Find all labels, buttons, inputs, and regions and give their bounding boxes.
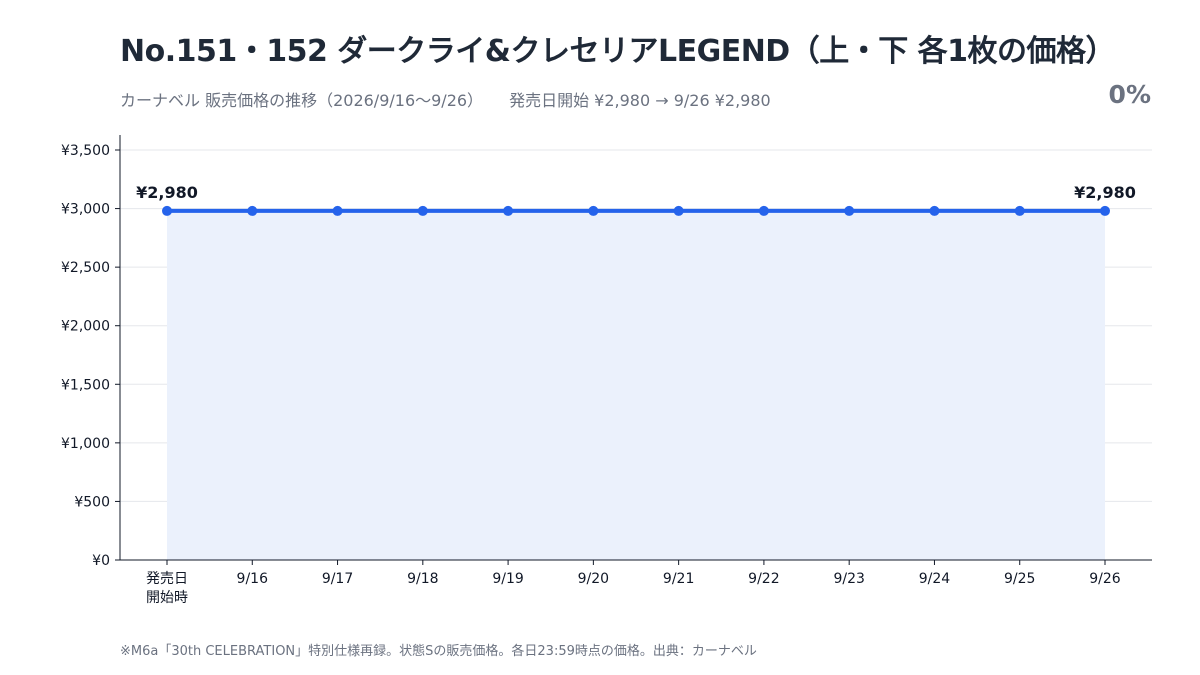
- data-point: [588, 205, 599, 216]
- subtitle-period: カーナベル 販売価格の推移（2026/9/16〜9/26）: [120, 91, 484, 110]
- data-point: [1014, 205, 1025, 216]
- data-point: [247, 205, 258, 216]
- x-tick-label: 9/19: [492, 571, 523, 587]
- x-tick-label: 9/18: [407, 571, 438, 587]
- x-tick-label: 発売日: [146, 571, 188, 587]
- x-tick-label: 9/16: [237, 571, 269, 587]
- data-point: [929, 205, 940, 216]
- data-label: ¥2,980: [1074, 183, 1136, 202]
- price-change-percent: 0%: [1108, 80, 1151, 109]
- x-tick-label: 開始時: [146, 590, 188, 606]
- data-point: [503, 205, 514, 216]
- data-label: ¥2,980: [136, 183, 198, 202]
- y-tick-label: ¥2,000: [61, 319, 110, 335]
- y-tick-label: ¥0: [92, 553, 110, 569]
- y-tick-label: ¥1,500: [61, 377, 110, 393]
- y-tick-label: ¥2,500: [61, 260, 110, 276]
- data-point: [162, 205, 172, 216]
- x-tick-label: 9/21: [663, 571, 694, 587]
- series-area: [167, 210, 1105, 560]
- data-point: [673, 205, 684, 216]
- y-tick-label: ¥1,000: [61, 436, 110, 452]
- data-point: [758, 205, 769, 216]
- data-point: [1100, 205, 1110, 216]
- x-tick-label: 9/23: [833, 571, 864, 587]
- data-point: [417, 205, 428, 216]
- chart-subtitle: カーナベル 販売価格の推移（2026/9/16〜9/26） 発売日開始 ¥2,98…: [120, 87, 771, 111]
- x-tick-label: 9/24: [919, 571, 951, 587]
- x-tick-label: 9/26: [1089, 571, 1121, 587]
- x-tick-label: 9/17: [322, 571, 353, 587]
- y-tick-label: ¥3,500: [61, 143, 110, 159]
- chart-title: No.151・152 ダークライ&クレセリアLEGEND（上・下 各1枚の価格）: [120, 34, 1116, 69]
- x-tick-label: 9/20: [578, 571, 609, 587]
- data-point: [332, 205, 343, 216]
- data-point: [844, 205, 855, 216]
- x-tick-label: 9/25: [1004, 571, 1035, 587]
- y-tick-label: ¥3,000: [61, 202, 110, 218]
- x-tick-label: 9/22: [748, 571, 779, 587]
- price-summary: 発売日開始 ¥2,980 → 9/26 ¥2,980: [509, 91, 771, 110]
- y-tick-label: ¥500: [74, 494, 110, 510]
- footnote: ※M6a「30th CELEBRATION」特別仕様再録。状態Sの販売価格。各日…: [120, 644, 757, 659]
